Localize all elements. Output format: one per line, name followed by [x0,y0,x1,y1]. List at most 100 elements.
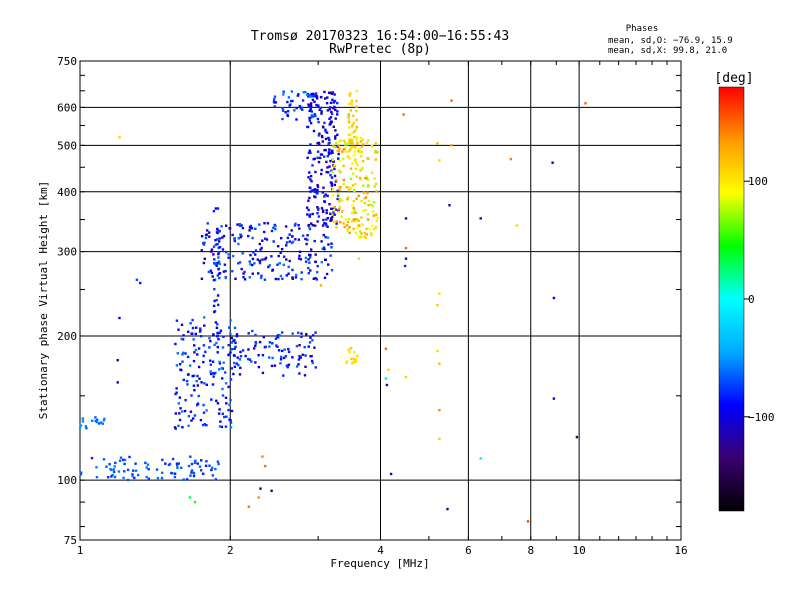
cluster-point [326,166,329,169]
cluster-point [161,471,164,474]
cluster-point [229,426,233,429]
cluster-point [324,258,327,261]
cluster-point [229,332,232,336]
cluster-point [313,113,316,116]
cluster-point [221,377,224,380]
cluster-point [354,167,357,170]
cluster-point [168,462,172,466]
cluster-point [193,389,196,392]
cluster-point [205,460,208,463]
cluster-point [189,410,193,413]
cluster-point [290,90,293,93]
cluster-point [346,227,350,231]
cluster-point [316,142,319,145]
cluster-point [307,272,310,275]
cluster-point [228,326,231,329]
cluster-point [287,350,291,354]
cluster-point [176,352,179,355]
cluster-point [179,407,182,410]
cluster-point [333,99,337,103]
cluster-point [323,222,326,225]
cluster-point [229,319,232,322]
cluster-point [248,229,251,232]
cluster-point [307,199,310,202]
cluster-point [317,141,320,145]
cluster-point [239,350,242,354]
cluster-point [178,396,181,399]
cluster-point [200,277,204,280]
cluster-point [347,114,350,118]
cluster-point [218,360,221,364]
cluster-point [369,232,373,235]
data-point [551,161,554,164]
cluster-point [218,368,221,371]
cluster-point [327,151,331,154]
cluster-point [259,276,263,280]
cluster-point [101,422,104,425]
cluster-point [282,263,285,267]
cluster-point [309,121,313,125]
cluster-point [317,120,320,124]
cluster-point [313,346,316,349]
cluster-point [263,230,266,234]
cluster-point [363,202,367,205]
cluster-point [328,91,331,94]
cluster-point [202,344,206,347]
cluster-point [361,160,365,163]
cluster-point [241,226,245,230]
cluster-point [187,373,190,376]
cluster-point [338,169,341,172]
cluster-point [182,478,185,481]
cluster-point [297,224,300,227]
cluster-point [316,184,319,187]
cluster-point [324,222,328,225]
cluster-point [353,145,356,149]
cluster-point [210,398,213,401]
cluster-point [225,415,228,418]
cluster-point [368,227,371,231]
cluster-point [108,463,111,466]
cluster-point [341,157,345,161]
cluster-point [352,121,356,124]
cluster-point [307,94,310,97]
cluster-point [309,269,312,272]
data-point [118,136,121,139]
cluster-point [216,331,219,335]
cluster-point [106,476,110,479]
data-points [78,89,587,523]
cluster-point [360,151,363,154]
cluster-point [307,105,311,108]
cluster-point [190,471,193,474]
cluster-point [145,475,148,479]
cluster-point [359,178,362,181]
cluster-point [282,374,285,377]
cluster-point [110,475,113,478]
cluster-point [192,472,196,475]
cluster-point [314,276,317,280]
cluster-point [232,354,236,357]
cluster-point [78,426,82,429]
cluster-point [353,350,356,354]
cluster-point [217,303,220,307]
cluster-point [230,341,233,344]
cluster-point [251,263,254,267]
cluster-point [352,199,355,203]
y-tick-label: 400 [57,186,77,199]
cluster-point [175,364,179,367]
cluster-point [212,333,215,336]
cluster-point [102,419,106,422]
cluster-point [374,226,378,229]
cluster-point [301,353,304,356]
cluster-point [230,348,234,351]
cluster-point [336,110,339,113]
y-tick-label: 200 [57,330,77,343]
cluster-point [357,194,361,198]
cluster-point [219,420,222,423]
cluster-point [131,474,134,478]
cluster-point [322,186,325,189]
cluster-point [274,227,277,231]
cluster-point [268,264,271,267]
cluster-point [320,207,324,210]
cluster-point [218,272,222,275]
cluster-point [347,120,351,124]
